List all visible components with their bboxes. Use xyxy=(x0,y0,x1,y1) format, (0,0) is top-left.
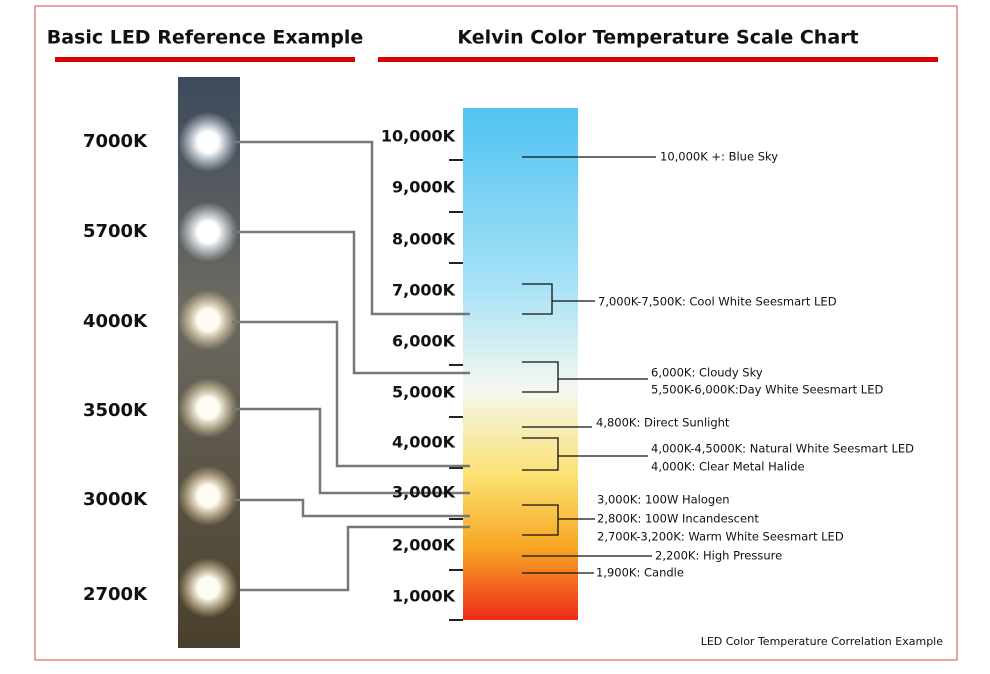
annotation: 5,500K-6,000K:Day White Seesmart LED xyxy=(651,383,883,397)
underline xyxy=(378,57,938,62)
scale-label: 2,000K xyxy=(392,536,456,555)
annotation: 3,000K: 100W Halogen xyxy=(597,493,730,507)
annotation-lines xyxy=(522,156,656,574)
annotation: 2,800K: 100W Incandescent xyxy=(597,512,759,526)
annotation: 7,000K-7,500K: Cool White Seesmart LED xyxy=(598,295,837,309)
scale-label: 5,000K xyxy=(392,383,456,402)
annotation: 4,000K: Clear Metal Halide xyxy=(651,460,805,474)
scale-label: 9,000K xyxy=(392,178,456,197)
annotation: 4,000K-4,5000K: Natural White Seesmart L… xyxy=(651,442,914,456)
scale-label: 10,000K xyxy=(381,127,456,146)
annotation: 6,000K: Cloudy Sky xyxy=(651,366,763,380)
annotation: 1,900K: Candle xyxy=(596,566,684,580)
led-label: 2700K xyxy=(83,584,148,605)
footer: LED Color Temperature Correlation Exampl… xyxy=(701,635,944,648)
led-label: 7000K xyxy=(83,131,148,152)
scale-labels: 10,000K 9,000K 8,000K 7,000K 6,000K 5,00… xyxy=(381,127,456,606)
led-strip xyxy=(178,77,240,648)
scale-label: 1,000K xyxy=(392,587,456,606)
scale-label: 7,000K xyxy=(392,281,456,300)
led-glows xyxy=(178,112,238,618)
underline xyxy=(55,57,355,62)
scale-label: 6,000K xyxy=(392,332,456,351)
left-title: Basic LED Reference Example xyxy=(47,27,364,49)
annotation: 2,200K: High Pressure xyxy=(655,549,782,563)
annotation: 4,800K: Direct Sunlight xyxy=(596,416,730,430)
annotation: 2,700K-3,200K: Warm White Seesmart LED xyxy=(597,530,844,544)
connectors xyxy=(232,140,470,592)
right-title: Kelvin Color Temperature Scale Chart xyxy=(457,27,858,49)
led-labels: 7000K 5700K 4000K 3500K 3000K 2700K xyxy=(83,131,148,605)
led-label: 5700K xyxy=(83,221,148,242)
annotations: 10,000K +: Blue Sky 7,000K-7,500K: Cool … xyxy=(596,150,914,580)
scale-label: 4,000K xyxy=(392,433,456,452)
led-label: 4000K xyxy=(83,311,148,332)
annotation: 10,000K +: Blue Sky xyxy=(660,150,778,164)
scale-label: 3,000K xyxy=(392,483,456,502)
led-label: 3500K xyxy=(83,400,148,421)
kelvin-scale xyxy=(463,108,578,620)
frame xyxy=(34,5,958,661)
led-label: 3000K xyxy=(83,489,148,510)
scale-label: 8,000K xyxy=(392,230,456,249)
